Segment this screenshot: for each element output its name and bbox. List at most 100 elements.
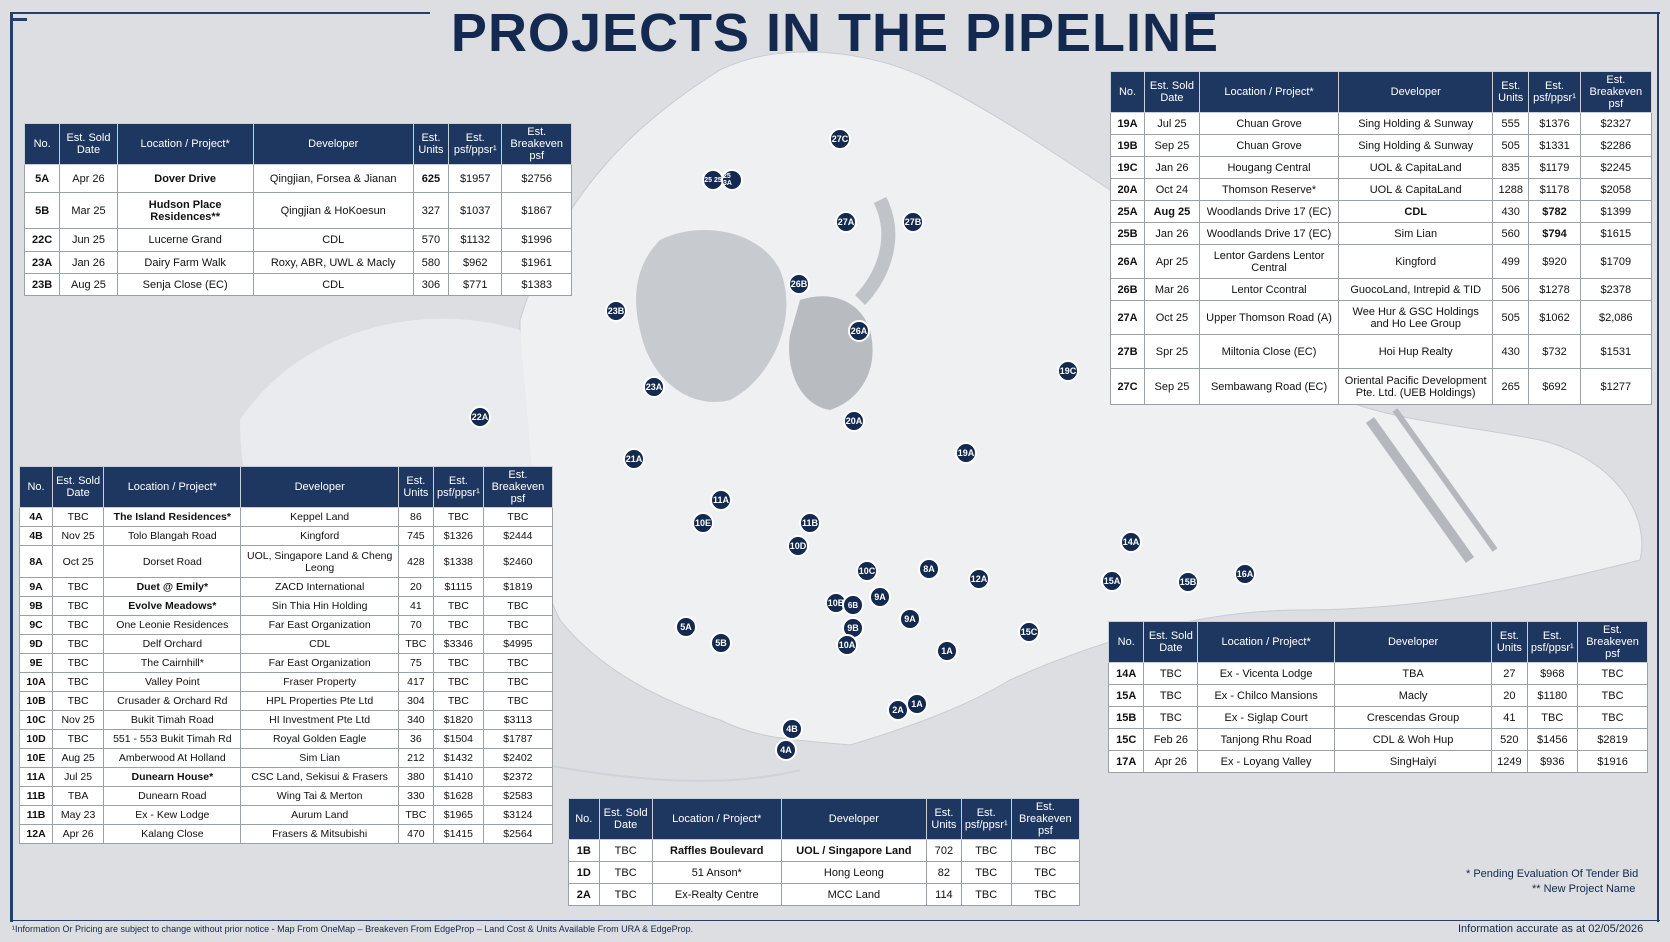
header-no: No. <box>23 123 61 165</box>
header-location: Location / Project* <box>1197 621 1336 663</box>
map-pin[interactable]: 8A <box>918 558 940 580</box>
table-row: 2A TBC Ex-Realty Centre MCC Land 114 TBC TBC <box>568 883 1081 906</box>
map-pin[interactable]: 10D <box>787 535 809 557</box>
map-pin[interactable]: 15C <box>1018 621 1040 643</box>
map-pin[interactable]: 20A <box>843 410 865 432</box>
header-psf: Est. psf/ppsr¹ <box>448 123 503 165</box>
map-pin[interactable]: 4B <box>781 718 803 740</box>
table-row: 10B TBC Crusader & Orchard Rd HPL Propertie… <box>18 691 554 711</box>
footer-disclaimer: ¹Information Or Pricing are subject to c… <box>12 924 694 934</box>
map-pin[interactable]: 27B <box>902 211 924 233</box>
table-row: 10D TBC 551 - 553 Bukit Timah Rd Royal Gold… <box>18 729 554 749</box>
table-row: 25B Jan 26 Woodlands Drive 17 (EC) Sim Lian… <box>1109 222 1653 245</box>
table-row: 26A Apr 25 Lentor Gardens Lentor Central Ki… <box>1109 244 1653 279</box>
header-no: No. <box>568 798 600 840</box>
map-pin[interactable]: 11B <box>799 512 821 534</box>
projects-table-central: No. Est. Sold Date Location / Project* D… <box>18 466 554 844</box>
header-units: Est. Units <box>412 123 450 165</box>
map-pin[interactable]: 5B <box>710 632 732 654</box>
table-row: 19C Jan 26 Hougang Central UOL & CapitaLand… <box>1109 156 1653 179</box>
table-row: 5A Apr 26 Dover Drive Qingjian, Forsea & Ji… <box>23 164 572 193</box>
table-row: 9B TBC Evolve Meadows* Sin Thia Hin Holding… <box>18 596 554 616</box>
header-sold-date: Est. Sold Date <box>598 798 653 840</box>
header-developer: Developer <box>1334 621 1493 663</box>
table-row: 11B TBA Dunearn Road Wing Tai & Merton 330 $1… <box>18 786 554 806</box>
frame-bottom <box>10 920 1660 921</box>
map-pin[interactable]: 23A <box>643 376 665 398</box>
header-developer: Developer <box>780 798 928 840</box>
table-row: 26B Mar 26 Lentor Ccontral GuocoLand, Intre… <box>1109 278 1653 301</box>
table-row: 9C TBC One Leonie Residences Far East Organ… <box>18 615 554 635</box>
table-row: 27C Sep 25 Sembawang Road (EC) Oriental Pac… <box>1109 368 1653 405</box>
table-row: 9D TBC Delf Orchard CDL TBC $3346 $4995 <box>18 634 554 654</box>
header-no: No. <box>1109 71 1146 113</box>
header-psf: Est. psf/ppsr¹ <box>960 798 1012 840</box>
table-row: 11B May 23 Ex - Kew Lodge Aurum Land TBC $196… <box>18 805 554 825</box>
map-pin[interactable]: 19C <box>1057 360 1079 382</box>
table-row: 9E TBC The Cairnhill* Far East Organization… <box>18 653 554 673</box>
map-pin[interactable]: 26B <box>788 273 810 295</box>
header-psf: Est. psf/ppsr¹ <box>1528 71 1581 113</box>
header-breakeven: Est. Breakeven psf <box>501 123 572 165</box>
map-pin[interactable]: 15A <box>1101 570 1123 592</box>
map-pin[interactable]: 26A <box>848 320 870 342</box>
table-row: 23A Jan 26 Dairy Farm Walk Roxy, ABR, UWL &… <box>23 251 572 274</box>
table-row: 10E Aug 25 Amberwood At Holland Sim Lian 212… <box>18 748 554 768</box>
table-row: 27A Oct 25 Upper Thomson Road (A) Wee Hur &… <box>1109 300 1653 335</box>
airport-runway <box>1365 417 1475 563</box>
table-row: 17A Apr 26 Ex - Loyang Valley SingHaiyi 1249… <box>1107 750 1648 773</box>
table-row: 10C Nov 25 Bukit Timah Road HI Investment P… <box>18 710 554 730</box>
footer-date: Information accurate as at 02/05/2026 <box>1458 923 1644 935</box>
map-pin[interactable]: 15B <box>1177 571 1199 593</box>
map-pin[interactable]: 11A <box>710 489 732 511</box>
map-pin[interactable]: 27C <box>829 128 851 150</box>
projects-table-north: No. Est. Sold Date Location / Project* D… <box>1109 71 1653 405</box>
frame-top-left <box>10 12 430 14</box>
header-sold-date: Est. Sold Date <box>59 123 118 165</box>
table-row: 1D TBC 51 Anson* Hong Leong 82 TBC TBC <box>568 861 1081 884</box>
map-pin[interactable]: 14A <box>1120 531 1142 553</box>
projects-table-city: No. Est. Sold Date Location / Project* D… <box>568 798 1081 906</box>
map-pin[interactable]: 6B <box>842 594 864 616</box>
reservoir-area <box>636 230 787 402</box>
page-title: PROJECTS IN THE PIPELINE <box>450 3 1220 63</box>
map-pin[interactable]: 10C <box>856 560 878 582</box>
table-row: 22C Jun 25 Lucerne Grand CDL 570 $1132 $1996 <box>23 228 572 252</box>
map-pin[interactable]: 12A <box>968 568 990 590</box>
table-row: 11A Jul 25 Dunearn House* CSC Land, Sekisui… <box>18 767 554 787</box>
map-pin[interactable]: 1A <box>906 693 928 715</box>
map-pin[interactable]: 22A <box>469 406 491 428</box>
table-row: 15A TBC Ex - Chilco Mansions Macly 20 $1180 TB… <box>1107 684 1648 707</box>
map-pin[interactable]: 10A <box>836 634 858 656</box>
header-location: Location / Project* <box>1198 71 1340 113</box>
map-pin[interactable]: 9A <box>899 608 921 630</box>
map-pin[interactable]: 1A <box>936 640 958 662</box>
header-breakeven: Est. Breakeven psf <box>1579 71 1653 113</box>
new-name-note: ** New Project Name <box>1532 883 1636 895</box>
map-pin[interactable]: 10E <box>692 512 714 534</box>
island-landmass <box>519 51 1643 746</box>
table-row: 8A Oct 25 Dorset Road UOL, Singapore Land &… <box>18 545 554 578</box>
sea-strait <box>519 759 801 782</box>
table-row: 14A TBC Ex - Vicenta Lodge TBA 27 $968 TBC <box>1107 662 1648 685</box>
map-pin[interactable]: 9A <box>869 586 891 608</box>
header-psf: Est. psf/ppsr¹ <box>1526 621 1579 663</box>
header-developer: Developer <box>1338 71 1494 113</box>
map-pin[interactable]: 27A <box>835 211 857 233</box>
map-pin[interactable]: 5A <box>675 616 697 638</box>
corner-accent <box>13 18 27 21</box>
map-pin[interactable]: 19A <box>955 442 977 464</box>
header-sold-date: Est. Sold Date <box>1144 71 1200 113</box>
map-pin[interactable]: 4A <box>775 739 797 761</box>
table-row: 23B Aug 25 Senja Close (EC) CDL 306 $771 $1383 <box>23 273 572 296</box>
map-pin[interactable]: 16A <box>1234 563 1256 585</box>
map-pin[interactable]: 25 3A <box>721 169 743 191</box>
header-no: No. <box>18 466 54 508</box>
table-row: 19A Jul 25 Chuan Grove Sing Holding & Sunwa… <box>1109 112 1653 135</box>
map-pin[interactable]: 23B <box>605 300 627 322</box>
map-pin[interactable]: 21A <box>623 448 645 470</box>
table-row: 4B Nov 25 Tolo Blangah Road Kingford 745 $132… <box>18 526 554 546</box>
table-row: 1B TBC Raffles Boulevard UOL / Singapore La… <box>568 839 1081 862</box>
table-row: 10A TBC Valley Point Fraser Property 417 TBC T… <box>18 672 554 692</box>
map-pin[interactable]: 10B <box>825 592 847 614</box>
